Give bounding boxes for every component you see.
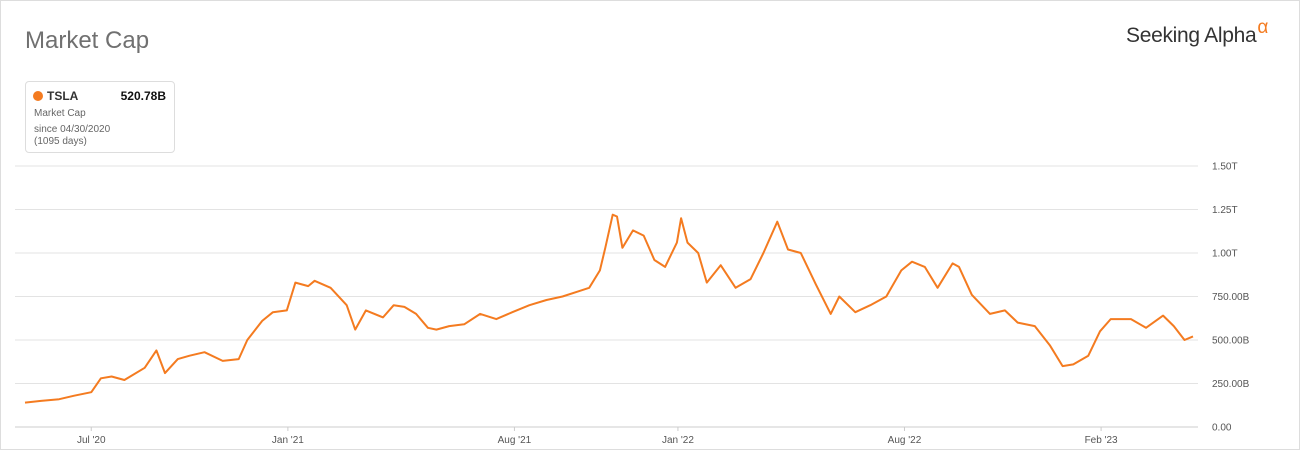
y-tick-label: 1.25T bbox=[1212, 205, 1238, 216]
y-tick-label: 250.00B bbox=[1212, 379, 1250, 390]
y-tick-label: 500.00B bbox=[1212, 336, 1250, 347]
page-title: Market Cap bbox=[25, 27, 150, 54]
legend-since: since 04/30/2020 bbox=[34, 124, 111, 135]
x-tick-label: Jul '20 bbox=[77, 435, 106, 446]
x-tick-label: Aug '22 bbox=[888, 435, 922, 446]
x-tick-label: Feb '23 bbox=[1085, 435, 1118, 446]
logo-text: Seeking Alpha bbox=[1126, 24, 1257, 47]
y-tick-label: 750.00B bbox=[1212, 292, 1250, 303]
y-tick-label: 0.00 bbox=[1212, 423, 1232, 434]
x-tick-label: Aug '21 bbox=[498, 435, 532, 446]
legend-box: TSLA 520.78B Market Cap since 04/30/2020… bbox=[25, 81, 175, 153]
y-tick-label: 1.50T bbox=[1212, 162, 1238, 173]
alpha-icon: α bbox=[1257, 17, 1269, 38]
legend-metric: Market Cap bbox=[34, 108, 86, 119]
x-tick-label: Jan '21 bbox=[272, 435, 304, 446]
y-tick-label: 1.00T bbox=[1212, 249, 1238, 260]
seeking-alpha-logo[interactable]: Seeking Alphaα bbox=[1126, 17, 1268, 48]
legend-days: (1095 days) bbox=[34, 136, 87, 147]
legend-ticker: TSLA bbox=[47, 89, 79, 103]
series-color-dot bbox=[33, 91, 43, 101]
legend-value: 520.78B bbox=[120, 89, 166, 103]
series-line-tsla bbox=[24, 213, 1194, 404]
x-tick-label: Jan '22 bbox=[662, 435, 694, 446]
